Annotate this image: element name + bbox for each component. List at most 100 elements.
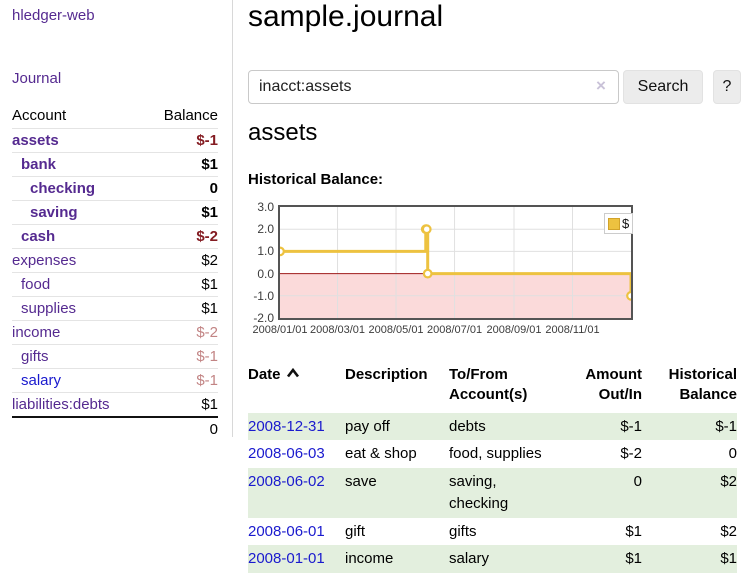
y-axis-tick-label: -2.0 xyxy=(253,311,274,325)
sidebar-account-link[interactable]: salary xyxy=(21,372,62,389)
register-header-description: Description xyxy=(345,366,428,383)
register-row: 2008-06-02 save saving, checking 0 $2 xyxy=(248,468,737,518)
sidebar-item-journal[interactable]: Journal xyxy=(12,70,62,87)
register-amount: $-2 xyxy=(620,445,642,463)
register-balance: $2 xyxy=(720,522,737,540)
sidebar-account-row: liabilities:debts $1 xyxy=(12,392,218,416)
register-description: pay off xyxy=(345,412,449,441)
accounts-tree: Account Balance assets $-1 bank $1 check… xyxy=(12,102,218,440)
sidebar-account-balance: $-2 xyxy=(196,324,218,341)
sort-ascending-icon xyxy=(286,367,299,378)
sidebar-account-balance: $1 xyxy=(201,156,218,173)
register-amount: $1 xyxy=(625,522,642,540)
sidebar-account-row: supplies $1 xyxy=(12,296,218,320)
sidebar-account-link[interactable]: gifts xyxy=(21,348,49,365)
sidebar-account-link[interactable]: saving xyxy=(30,204,78,221)
sidebar-account-row: saving $1 xyxy=(12,200,218,224)
search-input[interactable] xyxy=(248,70,619,104)
sidebar-account-link[interactable]: liabilities:debts xyxy=(12,396,110,413)
sidebar-account-link[interactable]: checking xyxy=(30,180,96,197)
register-accounts: saving, checking xyxy=(449,468,567,518)
register-date-link[interactable]: 2008-06-03 xyxy=(248,445,325,463)
sidebar-account-link[interactable]: cash xyxy=(21,228,56,245)
sidebar-account-balance: $-2 xyxy=(196,228,218,245)
register-date-link[interactable]: 2008-06-01 xyxy=(248,522,325,540)
help-button[interactable]: ? xyxy=(713,70,741,104)
register-row: 2008-06-03 eat & shop food, supplies $-2… xyxy=(248,440,737,468)
legend-swatch xyxy=(608,217,620,230)
register-date-link[interactable]: 2008-12-31 xyxy=(248,417,325,435)
y-axis-tick-label: 2.0 xyxy=(257,222,274,237)
app-title-link[interactable]: hledger-web xyxy=(12,7,95,24)
main-content: sample.journal × Search ? assets Histori… xyxy=(248,0,742,582)
sidebar-account-row: income $-2 xyxy=(12,320,218,344)
page-title: sample.journal xyxy=(248,0,444,33)
register-header-date[interactable]: Date xyxy=(248,364,345,413)
register-table: Date Description To/From Account(s) Amou… xyxy=(248,364,737,573)
data-point xyxy=(280,246,285,257)
register-amount: $-1 xyxy=(567,412,642,441)
register-description: gift xyxy=(345,522,366,540)
sidebar-account-row: gifts $-1 xyxy=(12,344,218,368)
register-row: 2008-06-01 gift gifts $1 $2 xyxy=(248,518,737,546)
register-header-accounts: To/From Account(s) xyxy=(449,366,528,404)
accounts-total-balance: 0 xyxy=(209,420,218,438)
register-balance: $1 xyxy=(642,545,737,573)
sidebar-account-row: checking 0 xyxy=(12,176,218,200)
sidebar: hledger-web Journal Account Balance asse… xyxy=(0,0,233,440)
register-row: 2008-01-01 income salary $1 $1 xyxy=(248,545,737,573)
chart-plot-area xyxy=(278,205,633,320)
register-header-balance: Historical Balance xyxy=(668,366,737,404)
register-header-amount: Amount Out/In xyxy=(585,366,642,404)
sidebar-account-link[interactable]: expenses xyxy=(12,252,77,269)
sidebar-account-balance: $1 xyxy=(201,276,218,293)
sidebar-account-link[interactable]: assets xyxy=(12,132,59,149)
sidebar-account-row: bank $1 xyxy=(12,152,218,176)
register-date-link[interactable]: 2008-01-01 xyxy=(248,550,325,568)
register-accounts: salary xyxy=(449,545,567,573)
sidebar-account-link[interactable]: bank xyxy=(21,156,57,173)
sidebar-account-row: cash $-2 xyxy=(12,224,218,248)
register-accounts: food, supplies xyxy=(449,445,542,463)
register-row: 2008-12-31 pay off debts $-1 $-1 xyxy=(248,412,737,441)
register-balance: $2 xyxy=(642,468,737,518)
x-axis-tick-label: 2008/07/01 xyxy=(427,324,483,336)
register-date-link[interactable]: 2008-06-02 xyxy=(248,473,325,490)
register-balance: $-1 xyxy=(642,412,737,441)
accounts-header-account: Account xyxy=(12,106,67,124)
x-axis-tick-label: 2008/11/01 xyxy=(545,324,600,336)
sidebar-account-balance: $-1 xyxy=(196,372,218,389)
historical-balance-chart: 3.0 2.0 1.0 0.0 -1.0 -2.0 2008/01/01 2008/03/0… xyxy=(248,200,742,345)
sidebar-account-balance: $-1 xyxy=(196,348,218,365)
chart-canvas xyxy=(280,207,631,318)
accounts-total-row: 0 xyxy=(12,416,218,440)
sidebar-account-row: food $1 xyxy=(12,272,218,296)
register-balance: 0 xyxy=(728,445,737,463)
register-accounts: debts xyxy=(449,412,567,441)
sidebar-account-link[interactable]: supplies xyxy=(21,300,77,317)
register-description: eat & shop xyxy=(345,445,417,463)
accounts-header-row: Account Balance xyxy=(12,102,218,128)
sidebar-account-balance: $2 xyxy=(201,252,218,269)
sidebar-account-balance: $1 xyxy=(201,204,218,221)
sidebar-account-balance: $1 xyxy=(201,396,218,413)
sidebar-account-link[interactable]: food xyxy=(21,276,51,293)
x-axis-tick-label: 2008/05/01 xyxy=(368,324,424,336)
clear-search-icon[interactable]: × xyxy=(596,76,606,95)
y-axis-tick-label: 1.0 xyxy=(257,244,274,259)
register-amount: 0 xyxy=(567,468,642,518)
sidebar-account-row: assets $-1 xyxy=(12,128,218,152)
register-header-row: Date Description To/From Account(s) Amou… xyxy=(248,364,737,413)
chart-title: Historical Balance: xyxy=(248,171,384,188)
accounts-header-balance: Balance xyxy=(163,106,218,124)
sidebar-account-link[interactable]: income xyxy=(12,324,61,341)
search-button[interactable]: Search xyxy=(623,70,703,104)
register-description: income xyxy=(345,545,449,573)
search-form: × Search ? xyxy=(248,70,742,104)
chart-legend: $ xyxy=(604,213,634,234)
register-description: save xyxy=(345,468,449,518)
register-amount: $1 xyxy=(567,545,642,573)
sidebar-account-balance: 0 xyxy=(209,180,218,197)
x-axis-tick-label: 2008/09/01 xyxy=(486,324,542,336)
sidebar-account-balance: $-1 xyxy=(196,132,218,149)
